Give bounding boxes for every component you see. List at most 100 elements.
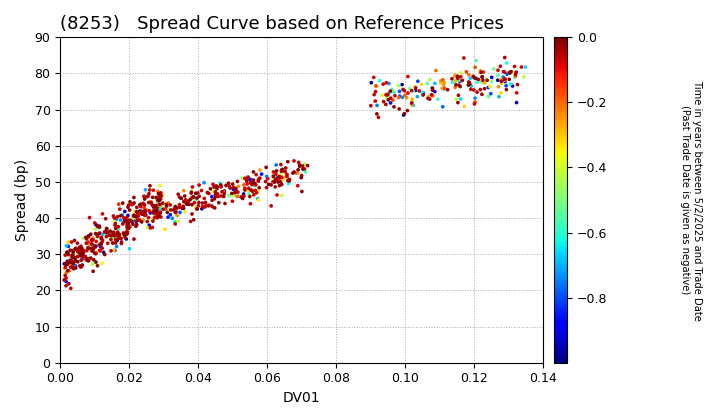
Point	[466, 83, 477, 89]
Point	[188, 216, 199, 223]
Point	[62, 249, 73, 256]
Point	[388, 103, 400, 110]
Point	[393, 105, 405, 112]
Point	[151, 211, 163, 218]
Point	[488, 66, 500, 72]
Point	[469, 95, 481, 102]
Point	[68, 259, 79, 266]
Point	[296, 188, 307, 195]
Point	[219, 200, 230, 207]
Point	[86, 241, 97, 247]
Point	[83, 233, 94, 239]
Point	[74, 247, 86, 253]
Point	[90, 250, 102, 257]
Point	[70, 256, 81, 263]
Point	[147, 194, 158, 201]
Point	[73, 246, 85, 253]
Point	[207, 197, 218, 204]
Point	[254, 167, 266, 173]
Point	[454, 77, 465, 84]
Point	[292, 166, 304, 173]
Point	[492, 67, 504, 74]
Point	[369, 98, 381, 105]
Point	[495, 63, 506, 70]
Point	[67, 254, 78, 260]
Point	[478, 69, 490, 76]
Point	[404, 85, 415, 92]
Point	[372, 102, 383, 109]
Point	[172, 191, 184, 197]
Point	[67, 262, 78, 269]
Point	[60, 262, 71, 268]
Point	[68, 261, 79, 268]
Point	[154, 192, 166, 199]
Point	[145, 198, 156, 205]
Point	[231, 188, 243, 195]
Point	[66, 253, 77, 260]
Point	[228, 186, 239, 193]
Y-axis label: Spread (bp): Spread (bp)	[15, 159, 29, 241]
Point	[469, 99, 481, 105]
Point	[500, 86, 512, 93]
Point	[76, 252, 87, 258]
Point	[208, 184, 220, 190]
Point	[111, 243, 122, 250]
Point	[377, 81, 389, 87]
Point	[458, 55, 469, 61]
Point	[210, 182, 222, 189]
Point	[72, 240, 84, 247]
Point	[136, 218, 148, 225]
Point	[203, 190, 215, 197]
Point	[91, 242, 102, 249]
Point	[180, 199, 192, 205]
Point	[60, 252, 71, 258]
Point	[484, 83, 495, 90]
Point	[94, 230, 105, 236]
Point	[164, 206, 176, 213]
Point	[92, 223, 104, 230]
Point	[162, 214, 174, 220]
Point	[499, 77, 510, 84]
Point	[152, 197, 163, 204]
Point	[127, 213, 139, 219]
Point	[81, 255, 93, 262]
Point	[496, 79, 508, 86]
Point	[501, 60, 513, 66]
Point	[302, 162, 313, 169]
Point	[246, 187, 258, 194]
Point	[122, 212, 134, 219]
Point	[108, 229, 120, 236]
Point	[157, 200, 168, 206]
Point	[60, 242, 72, 249]
Point	[219, 190, 230, 197]
Point	[401, 94, 413, 101]
Point	[149, 210, 161, 216]
Point	[212, 191, 223, 197]
Point	[435, 80, 446, 87]
Point	[495, 89, 507, 96]
Point	[138, 200, 149, 207]
Point	[139, 210, 150, 216]
Point	[104, 228, 116, 235]
Point	[153, 197, 165, 204]
Point	[474, 67, 486, 74]
Point	[393, 94, 405, 101]
Point	[143, 214, 154, 221]
Point	[247, 188, 258, 194]
Point	[464, 79, 475, 86]
Point	[512, 81, 523, 88]
Point	[112, 213, 123, 220]
Point	[477, 74, 488, 80]
Point	[163, 200, 174, 206]
Point	[145, 199, 157, 206]
Point	[64, 257, 76, 263]
Point	[81, 247, 92, 254]
Point	[299, 165, 310, 172]
Point	[251, 189, 262, 196]
Point	[276, 166, 288, 173]
Point	[243, 174, 254, 181]
Point	[76, 243, 87, 249]
Point	[239, 187, 251, 194]
Point	[505, 68, 517, 75]
Point	[110, 236, 122, 243]
